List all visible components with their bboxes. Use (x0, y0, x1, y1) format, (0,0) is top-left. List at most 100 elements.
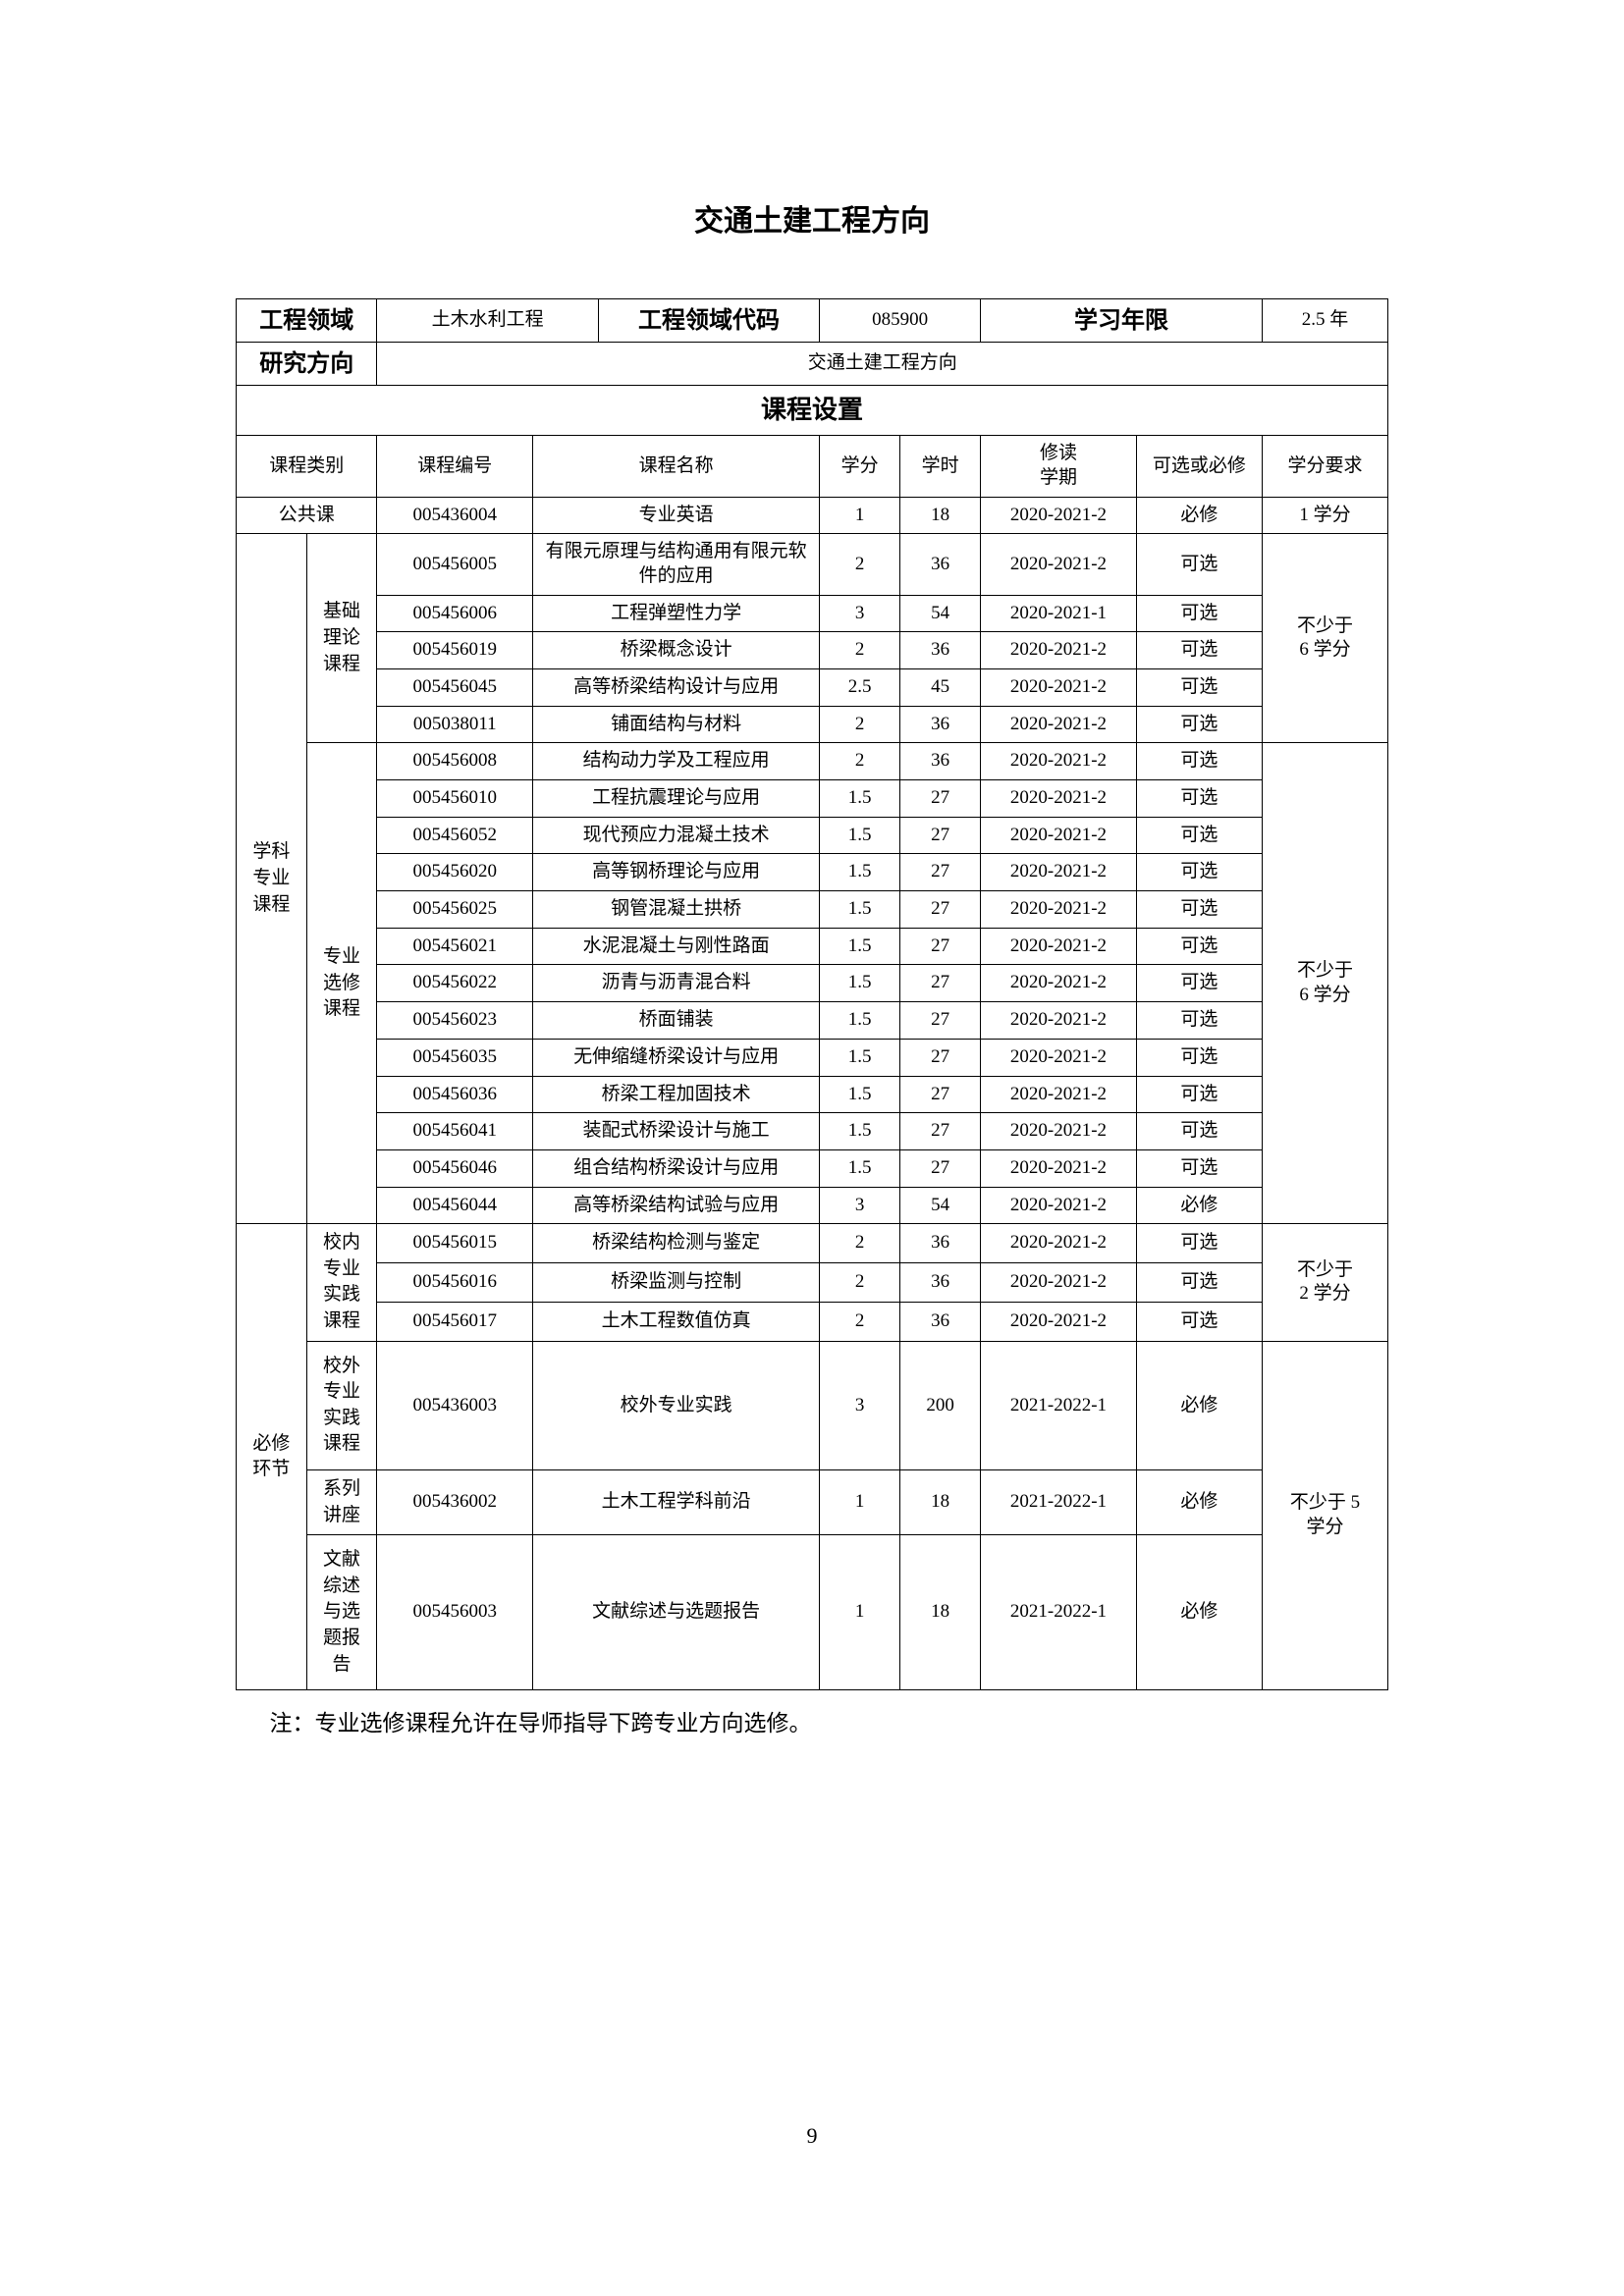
cell-sem: 2020-2021-2 (981, 1002, 1137, 1040)
cell-credit: 2 (820, 1263, 900, 1303)
cell-hours: 54 (900, 1187, 981, 1224)
cell-code: 005456016 (377, 1263, 533, 1303)
table-row: 系列讲座 005436002土木工程学科前沿1182021-2022-1必修 (237, 1470, 1388, 1535)
cell-sem: 2021-2022-1 (981, 1470, 1137, 1535)
cell-sem: 2020-2021-2 (981, 965, 1137, 1002)
cell-opt: 可选 (1136, 780, 1262, 818)
col-hours: 学时 (900, 436, 981, 497)
cell-sem: 2020-2021-2 (981, 668, 1137, 706)
direction-value: 交通土建工程方向 (377, 343, 1388, 386)
table-row: 005456016桥梁监测与控制2362020-2021-2可选 (237, 1263, 1388, 1303)
direction-label: 研究方向 (237, 343, 377, 386)
cell-sem: 2020-2021-2 (981, 928, 1137, 965)
cell-hours: 36 (900, 632, 981, 669)
col-name: 课程名称 (533, 436, 820, 497)
cell-code: 005456015 (377, 1224, 533, 1263)
cell-hours: 45 (900, 668, 981, 706)
cell-code: 005456008 (377, 743, 533, 780)
page-number: 9 (0, 2123, 1624, 2149)
table-row: 005038011铺面结构与材料2362020-2021-2可选 (237, 706, 1388, 743)
cell-code: 005456021 (377, 928, 533, 965)
table-row: 文献综述与选题报告 005456003文献综述与选题报告1182021-2022… (237, 1535, 1388, 1690)
cell-hours: 36 (900, 1263, 981, 1303)
required-label: 必修环节 (237, 1224, 307, 1690)
cell-name: 校外专业实践 (533, 1341, 820, 1469)
table-row: 005456044高等桥梁结构试验与应用3542020-2021-2必修 (237, 1187, 1388, 1224)
cell-sem: 2020-2021-2 (981, 1039, 1137, 1076)
cell-opt: 可选 (1136, 854, 1262, 891)
cell-code: 005456006 (377, 595, 533, 632)
internal-req: 不少于2 学分 (1262, 1224, 1387, 1341)
cell-code: 005436002 (377, 1470, 533, 1535)
cell-opt: 可选 (1136, 1002, 1262, 1040)
col-semester: 修读 学期 (981, 436, 1137, 497)
cell-opt: 可选 (1136, 743, 1262, 780)
cell-sem: 2020-2021-2 (981, 497, 1137, 534)
cell-sem: 2020-2021-2 (981, 854, 1137, 891)
cell-sem: 2020-2021-2 (981, 1076, 1137, 1113)
cell-opt: 必修 (1136, 1187, 1262, 1224)
external-req: 不少于 5学分 (1262, 1341, 1387, 1690)
cell-name: 沥青与沥青混合料 (533, 965, 820, 1002)
cell-opt: 必修 (1136, 1470, 1262, 1535)
cell-credit: 2 (820, 1302, 900, 1341)
cell-code: 005456003 (377, 1535, 533, 1690)
cell-credit: 3 (820, 1187, 900, 1224)
cell-name: 文献综述与选题报告 (533, 1535, 820, 1690)
cell-hours: 27 (900, 1113, 981, 1150)
table-row: 005456010工程抗震理论与应用1.5272020-2021-2可选 (237, 780, 1388, 818)
col-requirement: 学分要求 (1262, 436, 1387, 497)
table-row: 必修环节 校内专业实践课程 005456015桥梁结构检测与鉴定2362020-… (237, 1224, 1388, 1263)
table-row: 005456017土木工程数值仿真2362020-2021-2可选 (237, 1302, 1388, 1341)
cell-opt: 可选 (1136, 891, 1262, 929)
cell-name: 高等钢桥理论与应用 (533, 854, 820, 891)
cell-code: 005456022 (377, 965, 533, 1002)
table-row: 005456046组合结构桥梁设计与应用1.5272020-2021-2可选 (237, 1149, 1388, 1187)
cell-name: 组合结构桥梁设计与应用 (533, 1149, 820, 1187)
section-title: 课程设置 (237, 386, 1388, 436)
cell-credit: 2 (820, 1224, 900, 1263)
table-row: 005456052现代预应力混凝土技术1.5272020-2021-2可选 (237, 817, 1388, 854)
cell-opt: 可选 (1136, 965, 1262, 1002)
cell-hours: 27 (900, 965, 981, 1002)
elective-label: 专业选修课程 (306, 743, 377, 1224)
cell-sem: 2020-2021-2 (981, 534, 1137, 595)
cell-name: 无伸缩缝桥梁设计与应用 (533, 1039, 820, 1076)
cell-sem: 2020-2021-2 (981, 632, 1137, 669)
cell-hours: 27 (900, 780, 981, 818)
table-row: 学科专业课程 基础理论课程 005456005 有限元原理与结构通用有限元软件的… (237, 534, 1388, 595)
col-code: 课程编号 (377, 436, 533, 497)
cell-code: 005456052 (377, 817, 533, 854)
cell-credit: 1.5 (820, 1113, 900, 1150)
table-row: 专业选修课程 005456008结构动力学及工程应用2362020-2021-2… (237, 743, 1388, 780)
basic-req: 不少于6 学分 (1262, 534, 1387, 743)
cell-sem: 2020-2021-1 (981, 595, 1137, 632)
cell-hours: 27 (900, 1076, 981, 1113)
cell-opt: 可选 (1136, 1224, 1262, 1263)
cell-code: 005436004 (377, 497, 533, 534)
cell-sem: 2020-2021-2 (981, 1302, 1137, 1341)
cell-hours: 27 (900, 854, 981, 891)
cell-opt: 可选 (1136, 1149, 1262, 1187)
cell-sem: 2020-2021-2 (981, 780, 1137, 818)
cell-credit: 1.5 (820, 928, 900, 965)
cell-name: 钢管混凝土拱桥 (533, 891, 820, 929)
cell-hours: 27 (900, 928, 981, 965)
cell-credit: 2.5 (820, 668, 900, 706)
cell-name: 桥梁监测与控制 (533, 1263, 820, 1303)
cell-opt: 可选 (1136, 1263, 1262, 1303)
cell-hours: 18 (900, 497, 981, 534)
table-row: 005456041装配式桥梁设计与施工1.5272020-2021-2可选 (237, 1113, 1388, 1150)
elective-req: 不少于6 学分 (1262, 743, 1387, 1224)
header-row-2: 研究方向 交通土建工程方向 (237, 343, 1388, 386)
cell-credit: 1 (820, 1535, 900, 1690)
cell-hours: 18 (900, 1470, 981, 1535)
cell-name: 桥面铺装 (533, 1002, 820, 1040)
cell-code: 005436003 (377, 1341, 533, 1469)
cell-sem: 2020-2021-2 (981, 743, 1137, 780)
table-row: 005456022沥青与沥青混合料1.5272020-2021-2可选 (237, 965, 1388, 1002)
cell-opt: 必修 (1136, 1535, 1262, 1690)
cell-opt: 可选 (1136, 534, 1262, 595)
cell-opt: 可选 (1136, 1113, 1262, 1150)
cell-opt: 可选 (1136, 595, 1262, 632)
